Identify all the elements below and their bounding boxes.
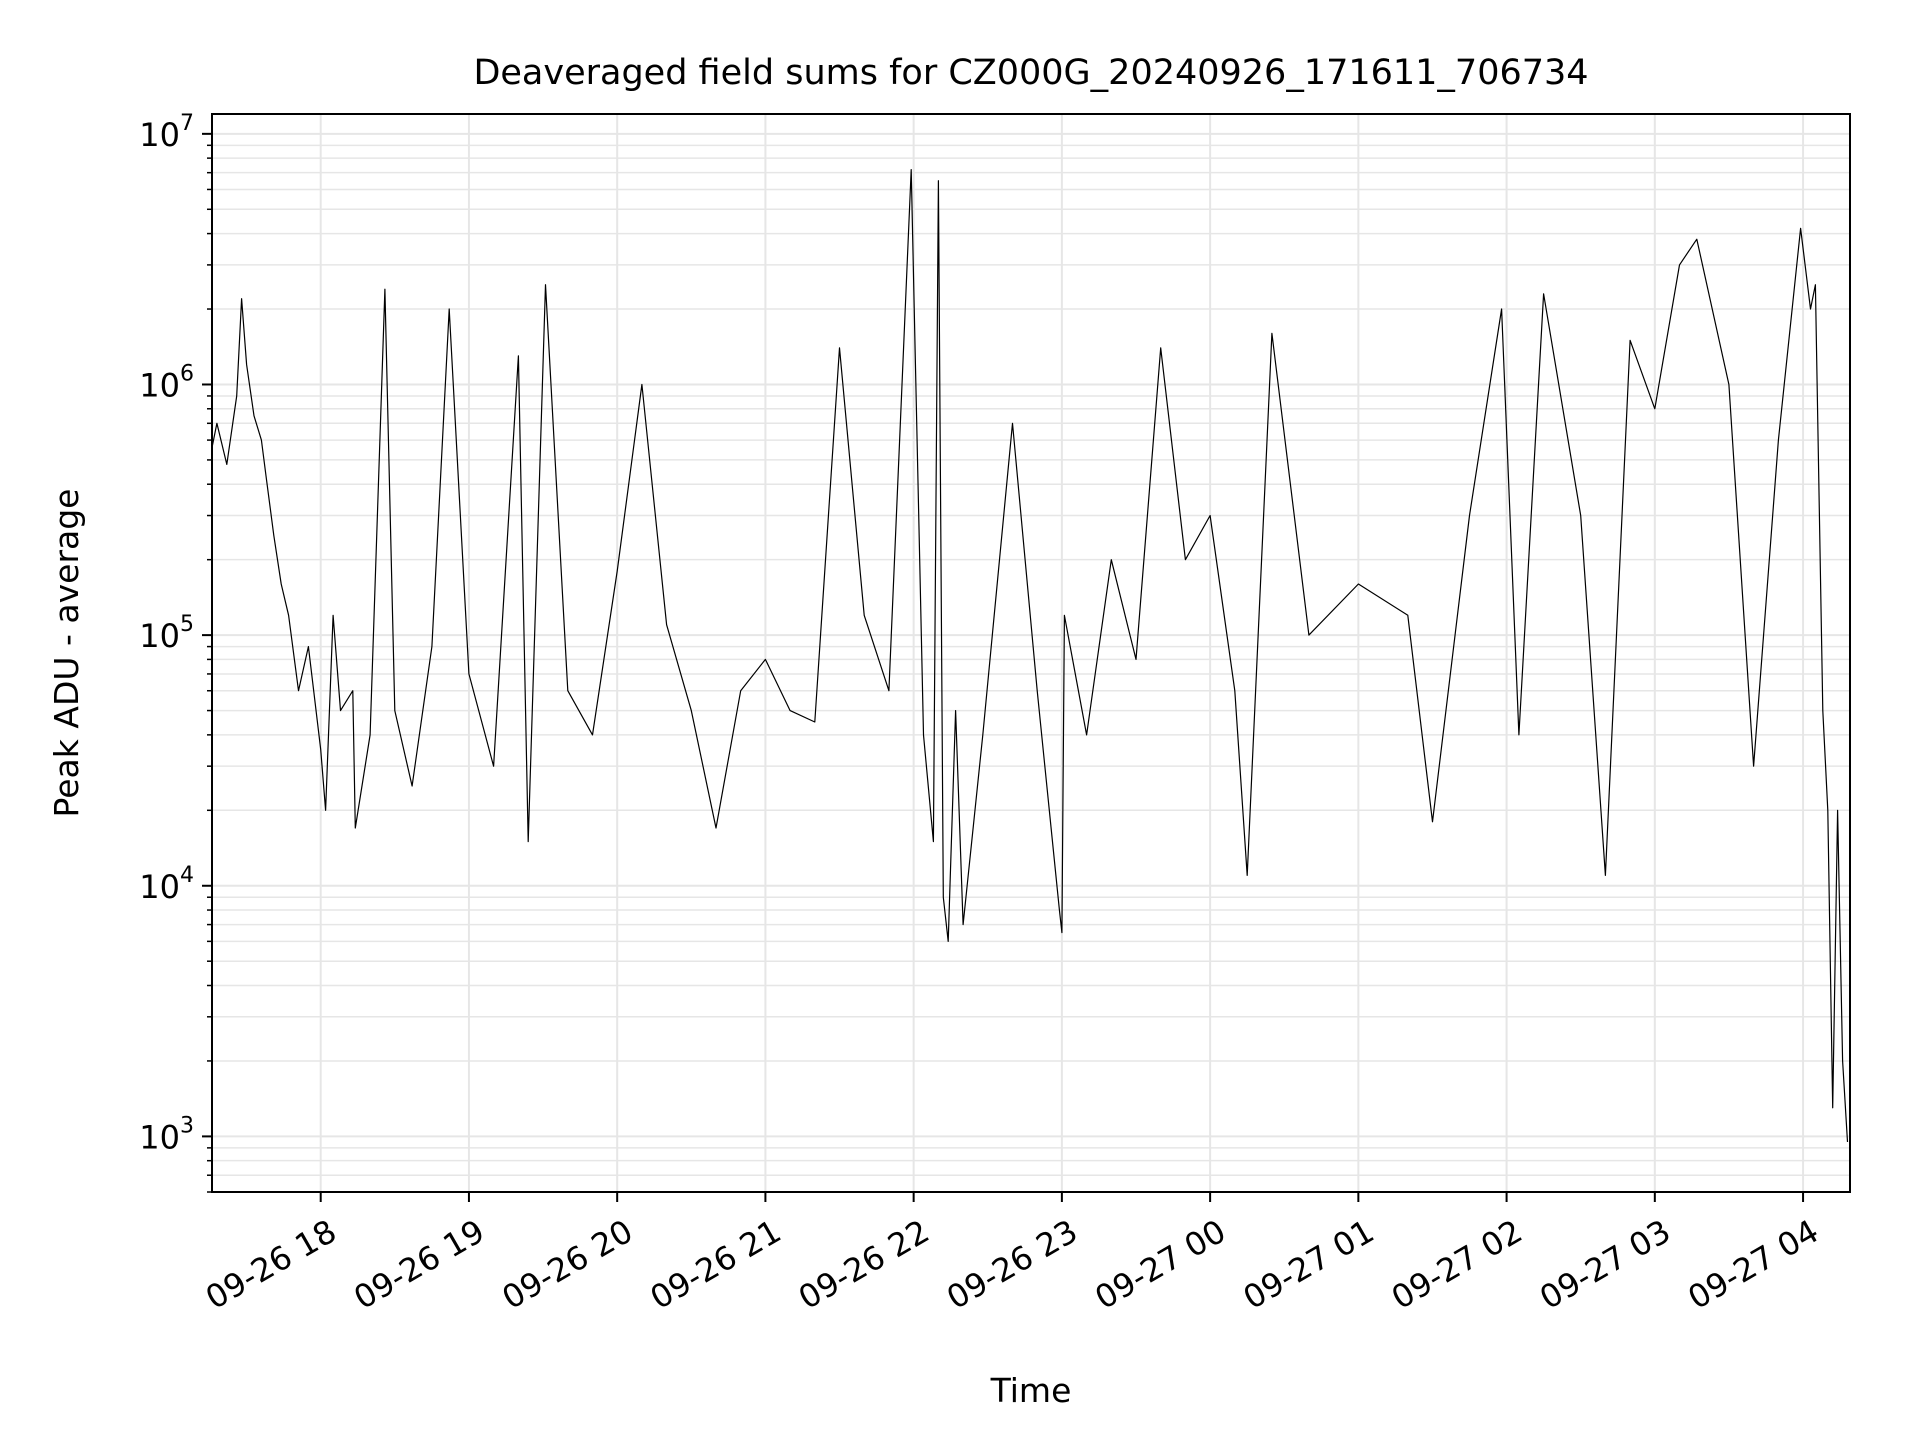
y-tick-label: 107: [139, 111, 194, 154]
y-tick-exponent: 7: [180, 111, 194, 136]
grid-lines: [212, 114, 1850, 1193]
y-tick-label: 103: [139, 1113, 194, 1156]
y-tick-base: 10: [139, 868, 180, 906]
series-line: [211, 169, 1849, 1143]
x-axis-label: Time: [990, 1371, 1072, 1410]
y-tick-exponent: 6: [180, 361, 194, 386]
y-tick-exponent: 3: [180, 1113, 194, 1138]
y-tick-base: 10: [139, 366, 180, 404]
y-tick-base: 10: [139, 116, 180, 154]
y-tick-base: 10: [139, 1118, 180, 1156]
y-tick-label: 104: [139, 863, 194, 906]
chart-title: Deaveraged field sums for CZ000G_2024092…: [473, 53, 1588, 93]
y-axis-label: Peak ADU - average: [47, 489, 86, 818]
y-tick-label: 106: [139, 361, 194, 404]
y-tick-exponent: 5: [180, 612, 194, 637]
plot-frame: [211, 113, 1851, 1193]
plot-area: [211, 169, 1849, 1143]
y-tick-exponent: 4: [180, 863, 194, 888]
y-tick-base: 10: [139, 617, 180, 655]
y-tick-label: 105: [139, 612, 194, 655]
